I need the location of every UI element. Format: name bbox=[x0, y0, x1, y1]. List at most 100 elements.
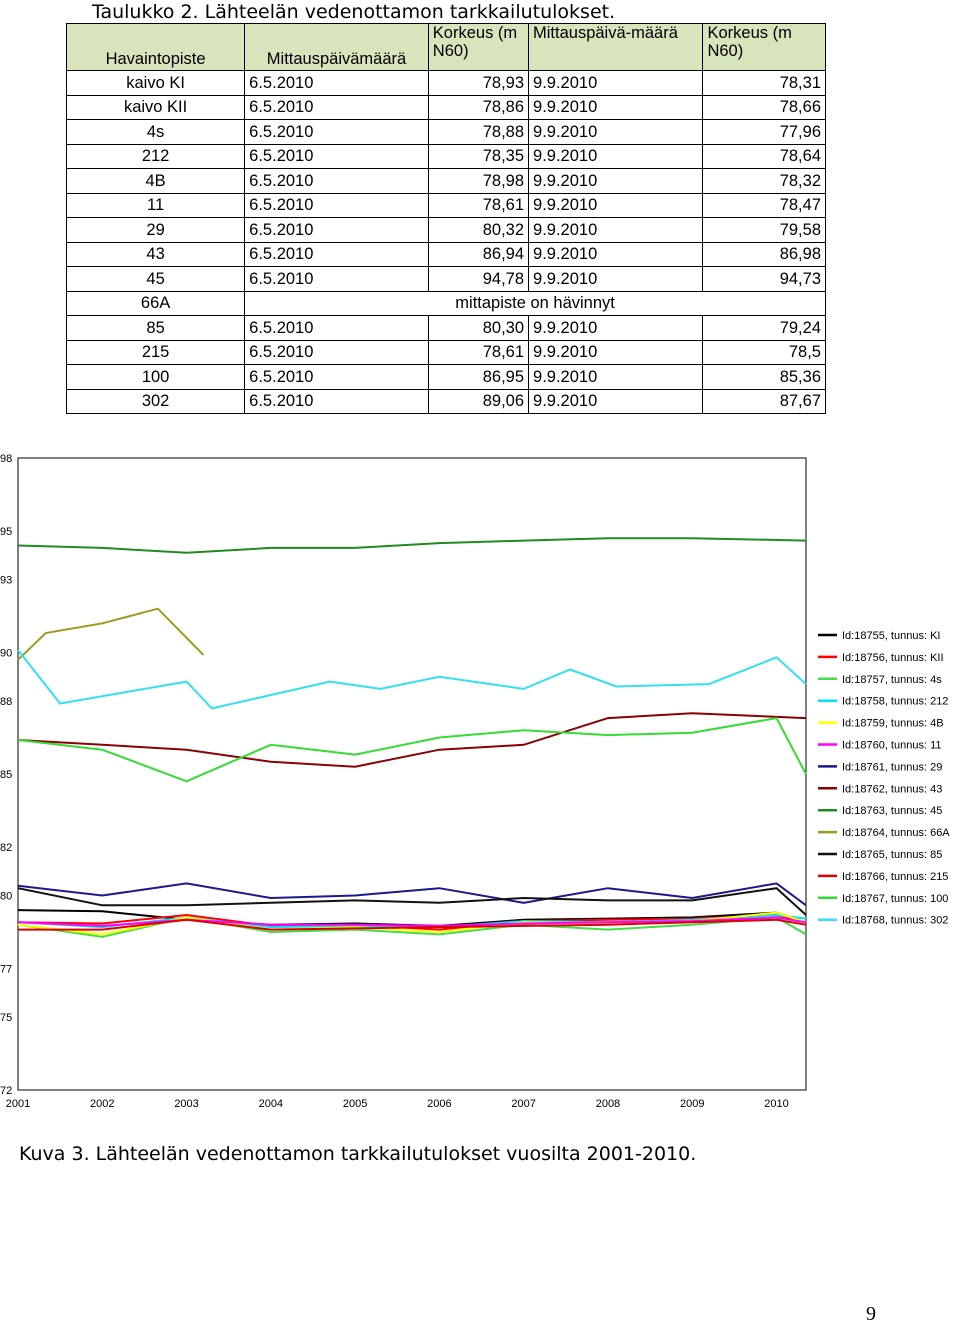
x-tick-label: 2004 bbox=[259, 1098, 283, 1110]
height1-cell: 86,94 bbox=[427, 241, 530, 267]
x-tick-label: 2003 bbox=[174, 1098, 198, 1110]
table-row: 215 6.5.2010 78,61 9.9.2010 78,5 bbox=[65, 339, 826, 365]
height2-cell: 79,24 bbox=[702, 315, 826, 341]
y-tick-label: 93 bbox=[0, 575, 12, 587]
table-row: 29 6.5.2010 80,32 9.9.2010 79,58 bbox=[65, 217, 826, 243]
date2-cell: 9.9.2010 bbox=[528, 217, 704, 243]
figure-caption: Kuva 3. Lähteelän vedenottamon tarkkailu… bbox=[19, 1143, 697, 1165]
height1-cell: 78,86 bbox=[427, 94, 530, 120]
legend-label: Id:18766, tunnus: 215 bbox=[842, 871, 948, 883]
legend-label: Id:18760, tunnus: 11 bbox=[842, 740, 942, 752]
y-tick-label: 72 bbox=[0, 1085, 12, 1097]
series-line bbox=[17, 887, 807, 916]
results-table: Havaintopiste Mittauspäivämäärä Korkeus … bbox=[65, 23, 826, 414]
series-line bbox=[18, 918, 807, 931]
date2-cell: 9.9.2010 bbox=[528, 192, 704, 218]
height2-cell: 78,66 bbox=[702, 94, 826, 120]
table-row: 4s 6.5.2010 78,88 9.9.2010 77,96 bbox=[65, 119, 826, 145]
date2-cell: 9.9.2010 bbox=[528, 241, 704, 267]
height2-cell: 78,5 bbox=[702, 339, 826, 365]
x-tick-label: 2006 bbox=[427, 1098, 451, 1110]
series-line bbox=[17, 649, 807, 710]
y-tick-label: 85 bbox=[0, 769, 12, 781]
legend-label: Id:18758, tunnus: 212 bbox=[842, 696, 948, 708]
page-number: 9 bbox=[866, 1303, 876, 1325]
x-tick-label: 2008 bbox=[596, 1098, 620, 1110]
legend-label: Id:18762, tunnus: 43 bbox=[842, 783, 942, 795]
date1-cell: 6.5.2010 bbox=[244, 339, 429, 365]
series-line bbox=[17, 712, 807, 768]
date1-cell: 6.5.2010 bbox=[244, 241, 429, 267]
date2-cell: 9.9.2010 bbox=[528, 94, 704, 120]
y-tick-label: 75 bbox=[0, 1012, 12, 1024]
date1-cell: 6.5.2010 bbox=[244, 364, 429, 390]
site-cell: 29 bbox=[65, 217, 246, 243]
series-line bbox=[17, 882, 807, 907]
height2-cell: 87,67 bbox=[702, 388, 826, 414]
site-cell: 85 bbox=[65, 315, 246, 341]
x-tick-label: 2005 bbox=[343, 1098, 367, 1110]
x-tick-label: 2001 bbox=[6, 1098, 30, 1110]
table-row: 212 6.5.2010 78,35 9.9.2010 78,64 bbox=[65, 143, 826, 169]
height1-cell: 94,78 bbox=[427, 266, 530, 292]
height1-cell: 78,35 bbox=[427, 143, 530, 169]
series-line bbox=[17, 607, 205, 661]
height2-cell: 78,47 bbox=[702, 192, 826, 218]
height2-cell: 78,31 bbox=[702, 70, 826, 96]
site-cell: 100 bbox=[65, 364, 246, 390]
y-axis: 72 75 77 80 82 85 88 90 93 95 98 bbox=[0, 453, 12, 1097]
date2-cell: 9.9.2010 bbox=[528, 315, 704, 341]
date2-cell: 9.9.2010 bbox=[528, 364, 704, 390]
site-cell: 215 bbox=[65, 339, 246, 365]
table-row: 43 6.5.2010 86,94 9.9.2010 86,98 bbox=[65, 241, 826, 267]
height2-cell: 78,32 bbox=[702, 168, 826, 194]
legend-label: Id:18757, tunnus: 4s bbox=[842, 674, 942, 686]
height1-cell: 89,06 bbox=[427, 388, 530, 414]
x-tick-label: 2009 bbox=[680, 1098, 704, 1110]
height1-cell: 80,32 bbox=[427, 217, 530, 243]
legend-label: Id:18759, tunnus: 4B bbox=[842, 718, 944, 730]
site-cell: 4s bbox=[65, 119, 246, 145]
table-row: 66A mittapiste on hävinnyt bbox=[65, 290, 826, 316]
chart-legend: Id:18755, tunnus: KI Id:18756, tunnus: KI… bbox=[818, 630, 950, 927]
site-cell: kaivo KI bbox=[65, 70, 246, 96]
height1-cell: 86,95 bbox=[427, 364, 530, 390]
date2-cell: 9.9.2010 bbox=[528, 266, 704, 292]
legend-label: Id:18765, tunnus: 85 bbox=[842, 849, 942, 861]
table-row: kaivo KII 6.5.2010 78,86 9.9.2010 78,66 bbox=[65, 94, 826, 120]
y-tick-label: 82 bbox=[0, 842, 12, 854]
series-layer bbox=[17, 537, 807, 938]
x-axis: 2001 2002 2003 2004 2005 2006 2007 2008 2009 2010 bbox=[6, 1098, 789, 1110]
site-cell: 43 bbox=[65, 241, 246, 267]
series-line bbox=[17, 916, 807, 927]
date1-cell: 6.5.2010 bbox=[244, 119, 429, 145]
table-row: 302 6.5.2010 89,06 9.9.2010 87,67 bbox=[65, 388, 826, 414]
date1-cell: 6.5.2010 bbox=[244, 266, 429, 292]
height2-cell: 94,73 bbox=[702, 266, 826, 292]
date2-cell: 9.9.2010 bbox=[528, 119, 704, 145]
site-cell: 4B bbox=[65, 168, 246, 194]
legend-label: Id:18756, tunnus: KII bbox=[842, 652, 944, 664]
site-cell: 212 bbox=[65, 143, 246, 169]
series-line bbox=[17, 716, 807, 783]
date2-cell: 9.9.2010 bbox=[528, 339, 704, 365]
table-row: 85 6.5.2010 80,30 9.9.2010 79,24 bbox=[65, 315, 826, 341]
site-cell: 45 bbox=[65, 266, 246, 292]
legend-label: Id:18763, tunnus: 45 bbox=[842, 805, 942, 817]
y-tick-label: 80 bbox=[0, 891, 12, 903]
header-date1: Mittauspäivämäärä bbox=[244, 23, 429, 71]
table-caption: Taulukko 2. Lähteelän vedenottamon tarkk… bbox=[92, 1, 616, 23]
date1-cell: 6.5.2010 bbox=[244, 94, 429, 120]
site-cell: 302 bbox=[65, 388, 246, 414]
header-height2: Korkeus (m N60) bbox=[702, 23, 826, 71]
site-cell: kaivo KII bbox=[65, 94, 246, 120]
y-tick-label: 98 bbox=[0, 453, 12, 465]
legend-label: Id:18761, tunnus: 29 bbox=[842, 761, 942, 773]
date1-cell: 6.5.2010 bbox=[244, 192, 429, 218]
height2-cell: 85,36 bbox=[702, 364, 826, 390]
x-tick-label: 2007 bbox=[511, 1098, 535, 1110]
y-tick-label: 90 bbox=[0, 647, 12, 659]
table-body: kaivo KI 6.5.2010 78,93 9.9.2010 78,31 kaivo … bbox=[65, 70, 826, 414]
legend-label: Id:18755, tunnus: KI bbox=[842, 630, 940, 642]
